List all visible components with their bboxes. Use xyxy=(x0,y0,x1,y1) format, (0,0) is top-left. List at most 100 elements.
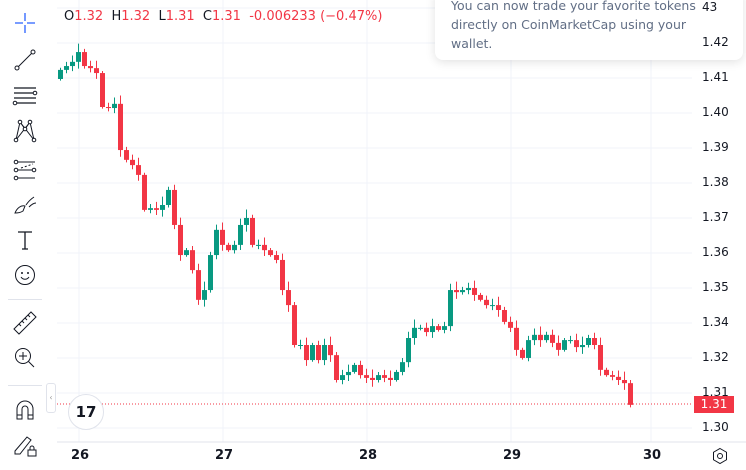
open-label: O xyxy=(64,9,75,24)
candle-body xyxy=(514,327,519,350)
tradingview-logo[interactable]: 17 xyxy=(68,394,104,430)
candle-body xyxy=(616,376,621,380)
candle-body xyxy=(58,69,63,79)
pattern-tool[interactable] xyxy=(8,116,42,146)
candle-body xyxy=(598,345,603,370)
candle-body xyxy=(112,103,117,109)
price-tick-label: 1.37 xyxy=(702,210,729,224)
crosshair-tool[interactable] xyxy=(8,8,42,38)
trend-line-icon xyxy=(14,49,36,71)
brush-icon xyxy=(14,196,37,214)
candle-body xyxy=(220,229,225,245)
toolbar-divider xyxy=(8,299,42,300)
magnet-tool[interactable] xyxy=(8,395,42,425)
candle-body xyxy=(106,107,111,109)
candle-body xyxy=(190,250,195,271)
settings-icon[interactable] xyxy=(711,447,729,465)
price-tick-label: 1.36 xyxy=(702,245,729,259)
high-label: H xyxy=(111,9,122,24)
ruler-icon xyxy=(13,311,37,335)
candle-body xyxy=(364,375,369,378)
candle-body xyxy=(388,377,393,380)
candle-body xyxy=(448,290,453,327)
candle-body xyxy=(508,321,513,328)
candle-body xyxy=(490,305,495,307)
lock-drawings-icon xyxy=(14,436,37,457)
emoji-tool[interactable] xyxy=(8,260,42,290)
candle-body xyxy=(298,345,303,346)
candle-body xyxy=(496,305,501,310)
lock-drawings-tool[interactable] xyxy=(8,430,42,460)
candle-body xyxy=(124,150,129,160)
candle-body xyxy=(166,189,171,205)
zoom-in-tool[interactable] xyxy=(8,343,42,373)
candle-body xyxy=(610,375,615,377)
candle-body xyxy=(202,290,207,300)
candle-body xyxy=(88,66,93,69)
price-tick-label: 1.34 xyxy=(702,315,729,329)
time-tick-label: 26 xyxy=(71,448,90,463)
candle-body xyxy=(178,224,183,256)
collapse-toolbar-button[interactable]: ‹ xyxy=(46,383,56,413)
candle-body xyxy=(148,208,153,210)
price-tick-label: 1.41 xyxy=(702,70,729,84)
candle-body xyxy=(328,345,333,356)
time-tick-label: 28 xyxy=(359,448,378,463)
candle-body xyxy=(322,345,327,361)
candle-body xyxy=(232,244,237,251)
candle-body xyxy=(172,189,177,225)
price-tick-label: 1.30 xyxy=(702,420,729,434)
candle-body xyxy=(250,217,255,245)
crosshair-icon xyxy=(15,13,35,33)
price-tick-label: 1.35 xyxy=(702,280,729,294)
trend-line-tool[interactable] xyxy=(8,45,42,75)
candle-body xyxy=(526,340,531,358)
candle-body xyxy=(418,327,423,329)
candle-body xyxy=(520,349,525,358)
candle-body xyxy=(292,305,297,345)
forecast-icon xyxy=(13,159,37,181)
candle-body xyxy=(358,364,363,376)
candle-body xyxy=(442,326,447,330)
candle-body xyxy=(580,345,585,348)
candle-body xyxy=(310,345,315,361)
candle-body xyxy=(454,290,459,293)
logo-text: 17 xyxy=(75,403,97,421)
candle-body xyxy=(238,224,243,245)
candle-body xyxy=(346,371,351,376)
fib-tool[interactable] xyxy=(8,81,42,111)
candle-body xyxy=(376,375,381,380)
candle-body xyxy=(304,345,309,361)
candle-body xyxy=(412,327,417,338)
candle-body xyxy=(574,340,579,348)
candle-body xyxy=(502,310,507,322)
candle-body xyxy=(82,52,87,67)
candle-body xyxy=(214,229,219,256)
candle-body xyxy=(436,326,441,330)
close-value: 1.31 xyxy=(212,9,241,24)
emoji-icon xyxy=(15,265,35,285)
current-price-tag: 1.31 xyxy=(694,396,734,413)
candle-body xyxy=(544,334,549,341)
candle-body xyxy=(424,327,429,333)
candle-body xyxy=(394,371,399,380)
open-value: 1.32 xyxy=(74,9,104,24)
candle-body xyxy=(382,375,387,378)
ruler-tool[interactable] xyxy=(8,308,42,338)
ohlc-legend: O1.32 H1.32 L1.31 C1.31 -0.006233 (−0.47… xyxy=(64,9,382,24)
candle-body xyxy=(340,375,345,380)
text-tool[interactable] xyxy=(8,225,42,255)
candle-body xyxy=(586,338,591,345)
zoom-in-icon xyxy=(15,348,35,368)
time-tick-label: 30 xyxy=(643,448,662,463)
high-value: 1.32 xyxy=(121,9,151,24)
candle-body xyxy=(118,103,123,151)
forecast-tool[interactable] xyxy=(8,155,42,185)
candle-body xyxy=(70,61,75,67)
candle-body xyxy=(460,290,465,293)
candle-body xyxy=(406,338,411,363)
candle-body xyxy=(592,338,597,345)
brush-tool[interactable] xyxy=(8,190,42,220)
candle-body xyxy=(286,290,291,306)
